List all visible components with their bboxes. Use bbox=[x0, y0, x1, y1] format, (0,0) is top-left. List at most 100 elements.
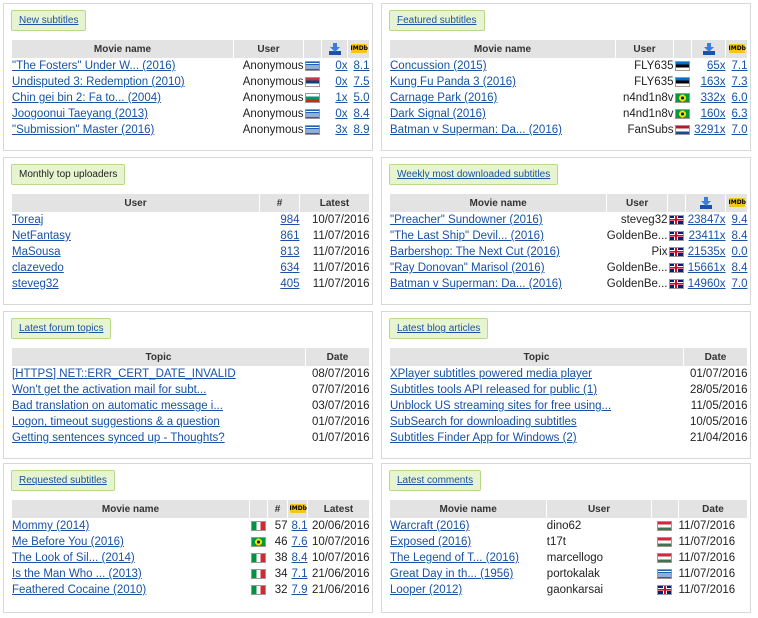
downloads-cell[interactable]: 23411x bbox=[685, 228, 726, 244]
movie-link[interactable]: Feathered Cocaine (2010) bbox=[12, 584, 147, 596]
imdb-rating-link[interactable]: 7.6 bbox=[291, 536, 308, 548]
rating-cell[interactable]: 6.3 bbox=[725, 106, 748, 122]
movie-link[interactable]: Warcraft (2016) bbox=[390, 520, 470, 532]
downloads-link[interactable]: 0x bbox=[335, 108, 348, 120]
imdb-rating-link[interactable]: 8.4 bbox=[353, 108, 370, 120]
downloads-link[interactable]: 3291x bbox=[694, 124, 726, 136]
topic-link[interactable]: SubSearch for downloading subtitles bbox=[390, 416, 577, 428]
movie-link[interactable]: Batman v Superman: Da... (2016) bbox=[390, 124, 562, 136]
imdb-rating-link[interactable]: 7.1 bbox=[731, 60, 748, 72]
topic-link[interactable]: Unblock US streaming sites for free usin… bbox=[390, 400, 612, 412]
panel-title-featured-subtitles[interactable]: Featured subtitles bbox=[389, 10, 485, 31]
count-cell[interactable]: 813 bbox=[259, 244, 300, 260]
upload-count-link[interactable]: 405 bbox=[280, 278, 300, 290]
count-cell[interactable]: 405 bbox=[259, 276, 300, 292]
movie-link[interactable]: The Look of Sil... (2014) bbox=[12, 552, 135, 564]
movie-link[interactable]: Kung Fu Panda 3 (2016) bbox=[390, 76, 516, 88]
topic-link[interactable]: Subtitles tools API released for public … bbox=[390, 384, 598, 396]
movie-cell[interactable]: The Look of Sil... (2014) bbox=[12, 550, 250, 566]
user-link[interactable]: steveg32 bbox=[12, 278, 59, 290]
downloads-link[interactable]: 23847x bbox=[687, 214, 726, 226]
imdb-rating-link[interactable]: 7.9 bbox=[291, 584, 308, 596]
movie-link[interactable]: Is the Man Who ... (2013) bbox=[12, 568, 142, 580]
downloads-cell[interactable]: 23847x bbox=[685, 212, 726, 228]
user-cell[interactable]: steveg32 bbox=[12, 276, 260, 292]
movie-cell[interactable]: Chin gei bin 2: Fa to... (2004) bbox=[12, 90, 234, 106]
movie-link[interactable]: "The Fosters" Under W... (2016) bbox=[12, 60, 176, 72]
rating-cell[interactable]: 7.9 bbox=[287, 582, 308, 598]
movie-cell[interactable]: Mommy (2014) bbox=[12, 518, 250, 534]
topic-cell[interactable]: Bad translation on automatic message i..… bbox=[12, 398, 306, 414]
topic-link[interactable]: [HTTPS] NET::ERR_CERT_DATE_INVALID bbox=[12, 368, 236, 380]
imdb-rating-link[interactable]: 9.4 bbox=[731, 214, 748, 226]
movie-link[interactable]: Great Day in th... (1956) bbox=[390, 568, 514, 580]
rating-cell[interactable]: 9.4 bbox=[725, 212, 748, 228]
imdb-rating-link[interactable]: 8.1 bbox=[291, 520, 308, 532]
rating-cell[interactable]: 7.1 bbox=[725, 58, 748, 74]
downloads-cell[interactable]: 332x bbox=[691, 90, 726, 106]
imdb-rating-link[interactable]: 6.0 bbox=[731, 92, 748, 104]
movie-link[interactable]: "Ray Donovan" Marisol (2016) bbox=[390, 262, 545, 274]
topic-link[interactable]: Subtitles Finder App for Windows (2) bbox=[390, 432, 577, 444]
downloads-link[interactable]: 15661x bbox=[687, 262, 726, 274]
imdb-rating-link[interactable]: 7.1 bbox=[291, 568, 308, 580]
upload-count-link[interactable]: 634 bbox=[280, 262, 300, 274]
rating-cell[interactable]: 8.1 bbox=[347, 58, 370, 74]
user-link[interactable]: NetFantasy bbox=[12, 230, 71, 242]
downloads-cell[interactable]: 15661x bbox=[685, 260, 726, 276]
movie-cell[interactable]: Exposed (2016) bbox=[390, 534, 547, 550]
movie-link[interactable]: Joogoonui Taeyang (2013) bbox=[12, 108, 148, 120]
movie-cell[interactable]: "Submission" Master (2016) bbox=[12, 122, 234, 138]
movie-link[interactable]: "Submission" Master (2016) bbox=[12, 124, 155, 136]
user-cell[interactable]: NetFantasy bbox=[12, 228, 260, 244]
rating-cell[interactable]: 7.0 bbox=[725, 276, 748, 292]
movie-cell[interactable]: "The Fosters" Under W... (2016) bbox=[12, 58, 234, 74]
downloads-link[interactable]: 163x bbox=[700, 76, 726, 88]
panel-title-weekly-downloaded[interactable]: Weekly most downloaded subtitles bbox=[389, 164, 559, 185]
user-link[interactable]: MaSousa bbox=[12, 246, 61, 258]
topic-link[interactable]: XPlayer subtitles powered media player bbox=[390, 368, 592, 380]
movie-cell[interactable]: Barbershop: The Next Cut (2016) bbox=[390, 244, 607, 260]
rating-cell[interactable]: 8.1 bbox=[287, 518, 308, 534]
movie-cell[interactable]: Dark Signal (2016) bbox=[390, 106, 616, 122]
user-link[interactable]: clazevedo bbox=[12, 262, 64, 274]
topic-cell[interactable]: Subtitles tools API released for public … bbox=[390, 382, 684, 398]
imdb-rating-link[interactable]: 7.3 bbox=[731, 76, 748, 88]
downloads-cell[interactable]: 14960x bbox=[685, 276, 726, 292]
movie-link[interactable]: Me Before You (2016) bbox=[12, 536, 124, 548]
movie-link[interactable]: Exposed (2016) bbox=[390, 536, 472, 548]
movie-link[interactable]: The Legend of T... (2016) bbox=[390, 552, 519, 564]
topic-cell[interactable]: Getting sentences synced up - Thoughts? bbox=[12, 430, 306, 446]
rating-cell[interactable]: 7.3 bbox=[725, 74, 748, 90]
movie-cell[interactable]: Warcraft (2016) bbox=[390, 518, 547, 534]
downloads-cell[interactable]: 163x bbox=[691, 74, 726, 90]
rating-cell[interactable]: 8.4 bbox=[287, 550, 308, 566]
topic-cell[interactable]: [HTTPS] NET::ERR_CERT_DATE_INVALID bbox=[12, 366, 306, 382]
rating-cell[interactable]: 7.0 bbox=[725, 122, 748, 138]
downloads-link[interactable]: 160x bbox=[700, 108, 726, 120]
movie-cell[interactable]: Looper (2012) bbox=[390, 582, 547, 598]
topic-link[interactable]: Logon, timeout suggestions & a question bbox=[12, 416, 220, 428]
count-cell[interactable]: 634 bbox=[259, 260, 300, 276]
topic-cell[interactable]: XPlayer subtitles powered media player bbox=[390, 366, 684, 382]
imdb-rating-link[interactable]: 8.4 bbox=[291, 552, 308, 564]
downloads-link[interactable]: 21535x bbox=[687, 246, 726, 258]
rating-cell[interactable]: 8.4 bbox=[725, 260, 748, 276]
imdb-rating-link[interactable]: 8.1 bbox=[353, 60, 370, 72]
downloads-link[interactable]: 23411x bbox=[688, 230, 726, 242]
movie-cell[interactable]: The Legend of T... (2016) bbox=[390, 550, 547, 566]
movie-link[interactable]: Carnage Park (2016) bbox=[390, 92, 498, 104]
imdb-rating-link[interactable]: 0.0 bbox=[731, 246, 748, 258]
movie-cell[interactable]: "Preacher" Sundowner (2016) bbox=[390, 212, 607, 228]
movie-cell[interactable]: Feathered Cocaine (2010) bbox=[12, 582, 250, 598]
imdb-rating-link[interactable]: 7.5 bbox=[353, 76, 370, 88]
count-cell[interactable]: 861 bbox=[259, 228, 300, 244]
movie-cell[interactable]: Concussion (2015) bbox=[390, 58, 616, 74]
user-cell[interactable]: Toreaj bbox=[12, 212, 260, 228]
panel-title-latest-comments[interactable]: Latest comments bbox=[389, 470, 482, 491]
downloads-link[interactable]: 1x bbox=[335, 92, 348, 104]
user-cell[interactable]: MaSousa bbox=[12, 244, 260, 260]
movie-link[interactable]: Barbershop: The Next Cut (2016) bbox=[390, 246, 560, 258]
imdb-rating-link[interactable]: 6.3 bbox=[731, 108, 748, 120]
downloads-cell[interactable]: 0x bbox=[321, 58, 348, 74]
